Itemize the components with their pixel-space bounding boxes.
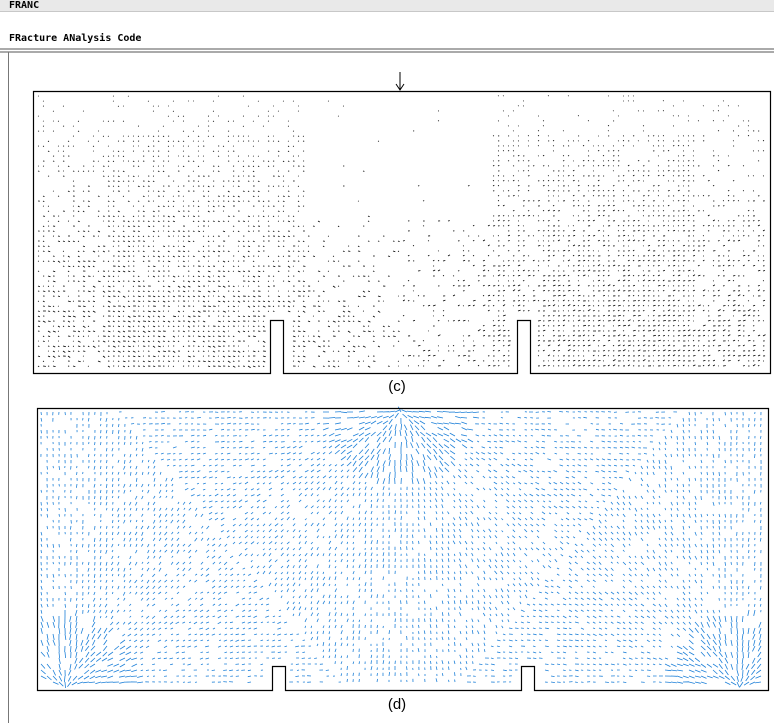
vector-field	[37, 95, 766, 368]
specimen-outline	[36, 407, 770, 692]
vector-field	[40, 406, 762, 689]
specimen-outline	[32, 90, 772, 375]
load-arrow	[395, 72, 405, 91]
figure-label: (d)	[388, 696, 406, 713]
vector-field-c	[37, 95, 766, 368]
vector-field-d	[40, 406, 762, 689]
app-name: FRANC	[0, 0, 774, 12]
figure-label: (c)	[388, 378, 406, 395]
app-subtitle: FRacture ANalysis Code	[9, 33, 142, 44]
